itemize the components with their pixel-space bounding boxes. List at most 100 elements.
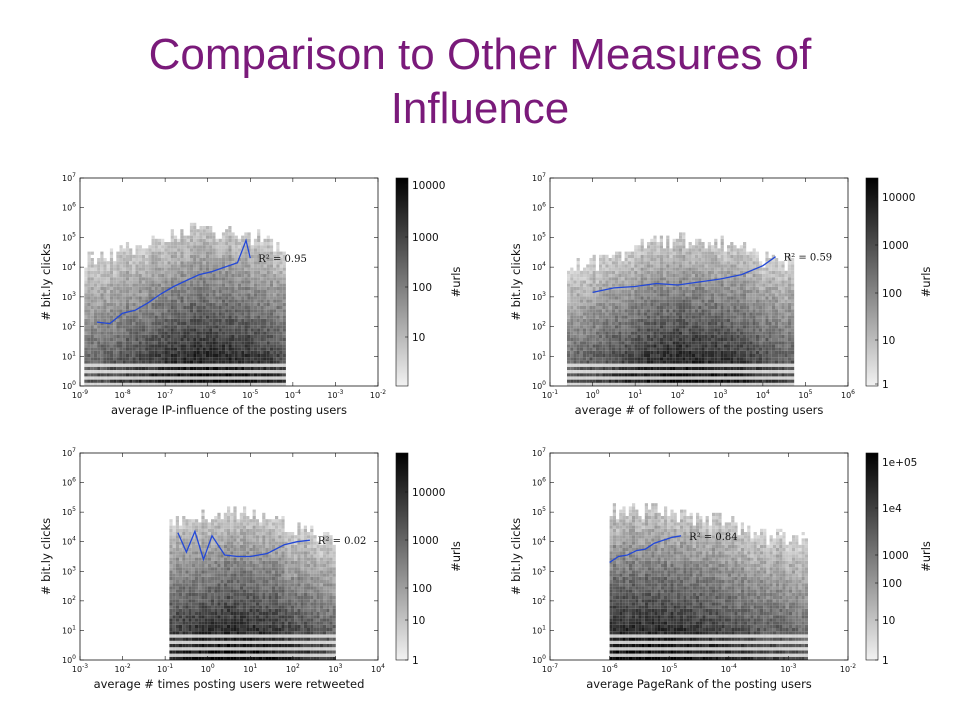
- heatmap-cell: [707, 334, 711, 338]
- heatmap-cell: [640, 309, 644, 313]
- heatmap-cell: [148, 341, 152, 345]
- heatmap-cell: [266, 267, 270, 271]
- heatmap-cell: [253, 258, 258, 262]
- heatmap-cell: [695, 309, 699, 313]
- heatmap-cell: [714, 379, 718, 383]
- heatmap-cell: [273, 370, 277, 374]
- heatmap-cell: [129, 254, 133, 258]
- heatmap-cell: [97, 325, 101, 329]
- heatmap-cell: [714, 290, 718, 294]
- heatmap-cell: [145, 366, 149, 370]
- heatmap-cell: [116, 376, 120, 380]
- heatmap-cell: [97, 370, 101, 374]
- heatmap-cell: [177, 286, 181, 290]
- heatmap-cell: [199, 280, 203, 284]
- heatmap-cell: [643, 341, 647, 345]
- heatmap-cell: [193, 376, 197, 380]
- heatmap-cell: [189, 382, 194, 386]
- heatmap-cell: [711, 267, 715, 271]
- heatmap-cell: [634, 315, 638, 319]
- heatmap-cell: [180, 290, 184, 294]
- heatmap-cell: [263, 306, 267, 310]
- heatmap-cell: [234, 254, 238, 258]
- heatmap-cell: [573, 354, 577, 358]
- heatmap-cell: [711, 363, 715, 367]
- heatmap-cell: [282, 280, 286, 284]
- heatmap-cell: [666, 267, 670, 271]
- heatmap-cell: [688, 306, 692, 310]
- heatmap-cell: [170, 379, 174, 383]
- heatmap-cell: [666, 309, 670, 313]
- heatmap-cell: [679, 280, 683, 284]
- heatmap-cell: [269, 296, 274, 300]
- heatmap-cell: [643, 290, 647, 294]
- heatmap-cell: [269, 280, 274, 284]
- heatmap-cell: [167, 357, 171, 361]
- heatmap-cell: [647, 293, 651, 297]
- heatmap-cell: [695, 331, 699, 335]
- heatmap-cell: [225, 238, 229, 242]
- heatmap-cell: [647, 309, 651, 313]
- heatmap-cell: [691, 267, 695, 271]
- heatmap-cell: [241, 264, 245, 268]
- heatmap-cell: [567, 280, 571, 284]
- heatmap-cell: [672, 376, 676, 380]
- heatmap-cell: [685, 267, 689, 271]
- heatmap-cell: [122, 344, 126, 348]
- heatmap-cell: [90, 299, 94, 303]
- heatmap-cell: [672, 296, 676, 300]
- heatmap-cell: [589, 379, 593, 383]
- heatmap-cell: [180, 354, 184, 358]
- heatmap-cell: [695, 242, 699, 246]
- heatmap-cell: [237, 325, 242, 329]
- heatmap-cell: [627, 296, 631, 300]
- heatmap-cell: [253, 318, 258, 322]
- heatmap-cell: [273, 254, 277, 258]
- heatmap-cell: [250, 309, 254, 313]
- heatmap-cell: [634, 338, 638, 342]
- r-squared-annotation: R² = 0.95: [258, 254, 307, 265]
- heatmap-cell: [650, 347, 654, 351]
- heatmap-cell: [193, 331, 197, 335]
- heatmap-cell: [138, 274, 142, 278]
- heatmap-cell: [260, 286, 264, 290]
- heatmap-cell: [701, 334, 705, 338]
- heatmap-cell: [228, 274, 232, 278]
- heatmap-cell: [205, 347, 210, 351]
- heatmap-cell: [154, 274, 158, 278]
- heatmap-cell: [218, 277, 222, 281]
- heatmap-cell: [643, 270, 647, 274]
- heatmap-cell: [148, 350, 152, 354]
- heatmap-cell: [656, 264, 660, 268]
- heatmap-cell: [90, 264, 94, 268]
- heatmap-cell: [253, 363, 258, 367]
- heatmap-cell: [615, 328, 619, 332]
- heatmap-cell: [698, 354, 702, 358]
- heatmap-cell: [640, 366, 644, 370]
- heatmap-cell: [276, 315, 280, 319]
- heatmap-cell: [592, 274, 596, 278]
- heatmap-cell: [225, 350, 229, 354]
- heatmap-cell: [209, 373, 213, 377]
- heatmap-cell: [650, 283, 654, 287]
- heatmap-cell: [135, 328, 139, 332]
- heatmap-cell: [621, 328, 625, 332]
- heatmap-cell: [672, 290, 676, 294]
- heatmap-cell: [666, 290, 670, 294]
- heatmap-cell: [682, 338, 686, 342]
- heatmap-cell: [154, 242, 158, 246]
- heatmap-cell: [627, 277, 631, 281]
- heatmap-cell: [679, 376, 683, 380]
- heatmap-cell: [154, 331, 158, 335]
- heatmap-cell: [711, 325, 715, 329]
- heatmap-cell: [704, 328, 708, 332]
- heatmap-cell: [151, 341, 155, 345]
- heatmap-cell: [279, 382, 283, 386]
- heatmap-cell: [663, 296, 667, 300]
- heatmap-cell: [260, 280, 264, 284]
- heatmap-cell: [675, 344, 679, 348]
- heatmap-cell: [196, 302, 200, 306]
- heatmap-cell: [650, 354, 654, 358]
- heatmap-cell: [669, 264, 673, 268]
- heatmap-cell: [666, 312, 670, 316]
